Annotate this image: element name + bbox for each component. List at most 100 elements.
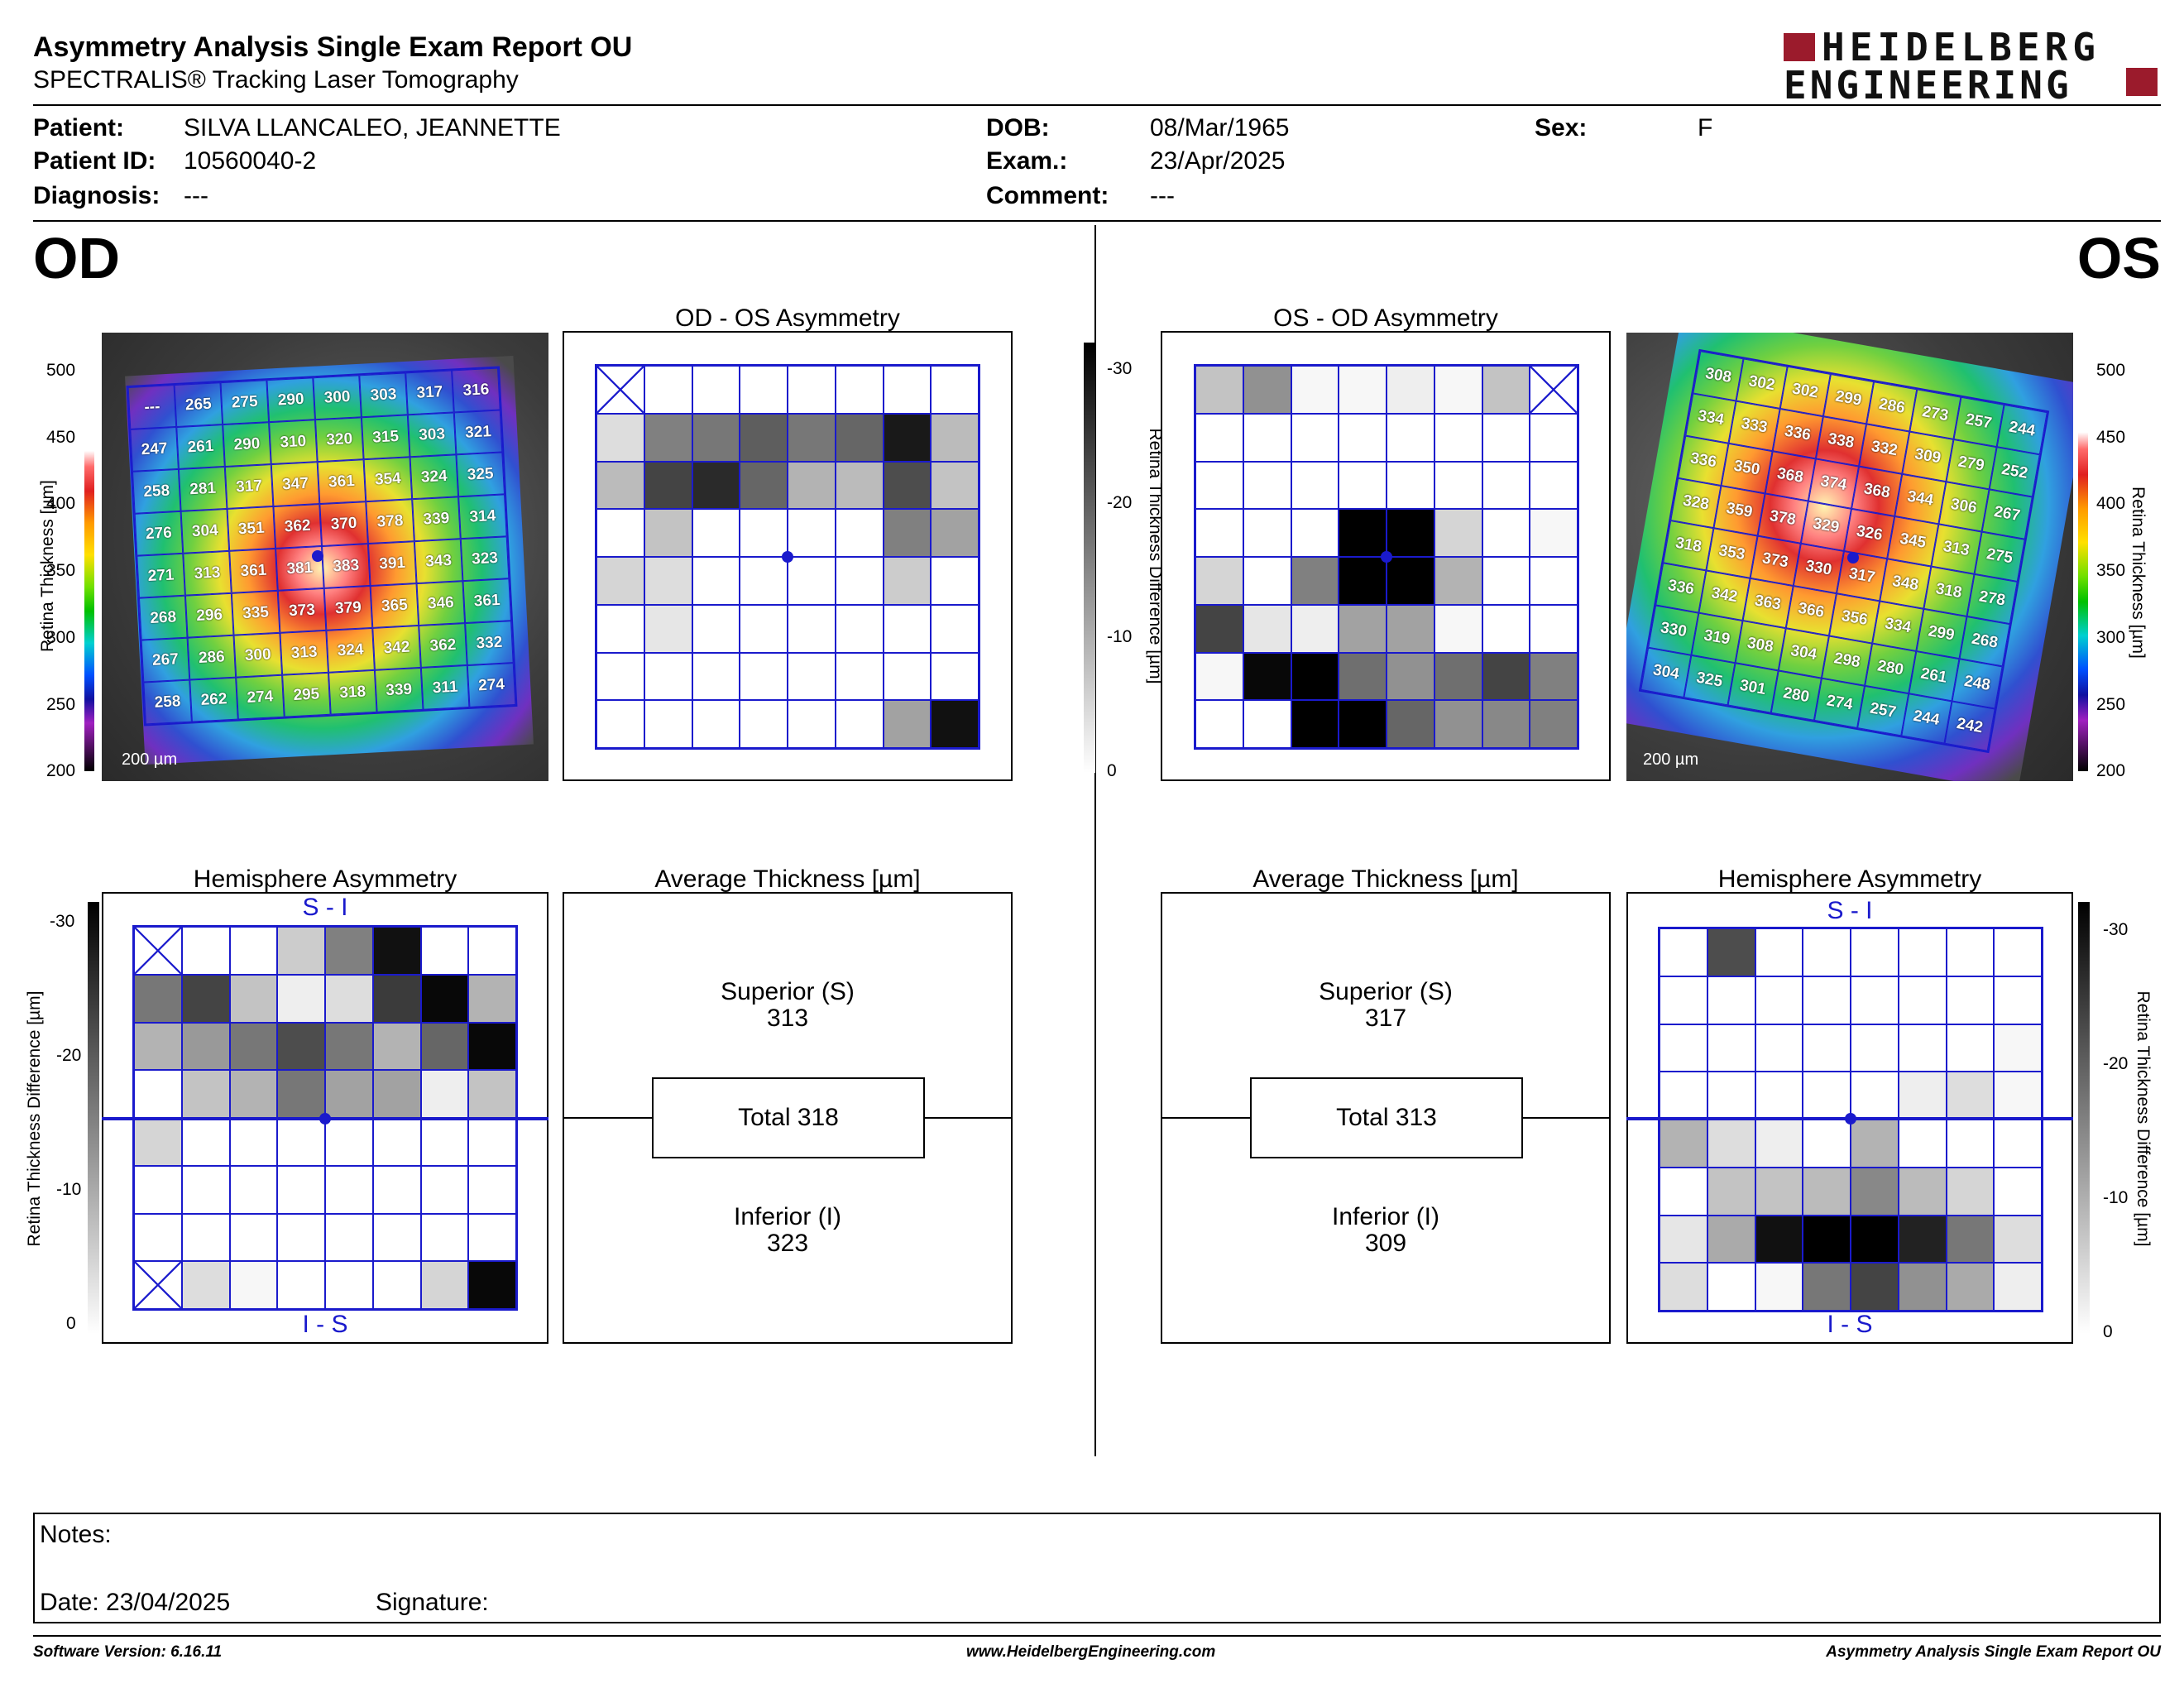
od-thick-tick-4: 300 xyxy=(46,628,76,647)
os-hemi-cell xyxy=(1755,928,1803,976)
os-thickness-cell: 280 xyxy=(1865,643,1916,694)
os-thick-tick-0: 500 xyxy=(2096,361,2126,380)
notes-label: Notes: xyxy=(40,1521,112,1548)
os-inferior-value: 309 xyxy=(1364,1230,1407,1257)
od-asym-cell xyxy=(740,461,788,510)
od-thickness-cell: 378 xyxy=(366,499,414,544)
os-thickness-cell: 299 xyxy=(1915,608,1967,659)
os-asym-cell xyxy=(1339,652,1387,701)
os-asym-cell xyxy=(1482,700,1530,748)
od-thickness-cell: 274 xyxy=(236,674,285,720)
sex-label: Sex: xyxy=(1535,114,1588,141)
od-asym-cell xyxy=(740,557,788,605)
od-asym-cell xyxy=(644,413,692,462)
os-thickness-cell: 333 xyxy=(1728,400,1780,452)
od-asym-cell xyxy=(883,509,932,557)
od-hemi-cell xyxy=(134,1261,182,1309)
os-asym-cell xyxy=(1387,509,1434,557)
os-asym-cell xyxy=(1339,509,1387,557)
od-asym-cell xyxy=(931,413,979,462)
od-asym-cell xyxy=(788,604,836,653)
os-thick-tick-5: 250 xyxy=(2096,695,2126,714)
od-asym-cell xyxy=(596,413,644,462)
od-thickness-cell: 391 xyxy=(367,541,417,586)
os-hemi-cell xyxy=(1851,1263,1899,1311)
os-hemi-cell xyxy=(1803,1167,1851,1216)
od-thickness-cell: 286 xyxy=(187,635,237,680)
os-thickness-cell: 274 xyxy=(1813,678,1866,729)
os-thickness-cell: 313 xyxy=(1930,524,1982,574)
os-asym-cell xyxy=(1291,366,1339,414)
diagnosis-label: Diagnosis: xyxy=(33,182,160,209)
od-total-box: Total 318 xyxy=(652,1077,925,1158)
date-label: Date: 23/04/2025 xyxy=(40,1589,231,1616)
od-asym-cell xyxy=(596,652,644,701)
od-asym-cell xyxy=(740,604,788,653)
os-asym-cell xyxy=(1243,413,1291,462)
footer-divider xyxy=(33,1635,2161,1637)
od-hemi-cell xyxy=(372,1022,421,1071)
od-hemi-cell xyxy=(372,1070,421,1118)
od-asym-cell xyxy=(644,461,692,510)
os-hemi-cell xyxy=(1898,1024,1947,1072)
od-thickness-cell: 247 xyxy=(130,427,179,472)
od-hemi-cell xyxy=(372,1165,421,1214)
patient-id-label: Patient ID: xyxy=(33,147,156,175)
os-thickness-cell: 252 xyxy=(1989,447,2040,497)
od-asym-cell xyxy=(788,509,836,557)
od-scale-bar: 200 µm xyxy=(122,750,178,769)
od-hemi-cell xyxy=(277,1070,325,1118)
od-hemi-cell xyxy=(468,1165,516,1214)
os-asym-cell xyxy=(1530,557,1578,605)
os-asym-cell xyxy=(1530,461,1578,510)
comment-label: Comment: xyxy=(986,182,1109,209)
od-asym-cell xyxy=(835,509,884,557)
os-hemi-cell xyxy=(1803,1120,1851,1168)
od-hemi-top-label: S - I xyxy=(302,894,348,921)
os-asym-cell xyxy=(1530,700,1578,748)
os-thickness-cell: 330 xyxy=(1793,543,1844,594)
od-asym-cell xyxy=(692,557,740,605)
od-hemi-cell xyxy=(468,927,516,975)
footer-website[interactable]: www.HeidelbergEngineering.com xyxy=(966,1643,1216,1661)
od-thick-tick-6: 200 xyxy=(46,761,76,780)
os-asym-cell xyxy=(1195,700,1243,748)
od-thickness-cell: 311 xyxy=(420,664,470,710)
os-hemi-cell xyxy=(1994,928,2042,976)
os-asym-cell xyxy=(1482,509,1530,557)
os-thickness-cell: 353 xyxy=(1706,528,1758,578)
od-hemi-cell xyxy=(468,1261,516,1309)
os-asym-cell xyxy=(1195,366,1243,414)
os-hemi-cell xyxy=(1898,1072,1947,1120)
od-hemi-cell xyxy=(277,1261,325,1309)
os-asym-cell xyxy=(1339,604,1387,653)
os-hemi-cell xyxy=(1851,1215,1899,1264)
od-asym-cell xyxy=(644,700,692,748)
os-thickness-cell: 359 xyxy=(1713,486,1765,536)
od-thickness-cell: 325 xyxy=(456,452,505,497)
os-thickness-cell: 302 xyxy=(1736,358,1788,409)
os-thickness-grid: 308 302 302 299 286 273 257 244 334 333 336 338 332 3… xyxy=(1638,348,2050,754)
notes-box[interactable] xyxy=(33,1513,2161,1623)
os-hemi-cell xyxy=(1707,1072,1755,1120)
os-hemi-cell xyxy=(1851,1120,1899,1168)
os-asym-cell xyxy=(1530,509,1578,557)
od-asym-cell xyxy=(692,652,740,701)
od-asym-cell xyxy=(835,557,884,605)
od-avg-title: Average Thickness [µm] xyxy=(654,866,921,893)
patient-divider xyxy=(33,220,2161,222)
os-asym-cell xyxy=(1434,413,1482,462)
os-asym-cell xyxy=(1434,366,1482,414)
signature-label: Signature: xyxy=(376,1589,489,1616)
od-hemi-cell xyxy=(468,1213,516,1262)
od-asym-cell xyxy=(883,366,932,414)
od-asym-cell xyxy=(883,557,932,605)
os-thick-tick-6: 200 xyxy=(2096,761,2126,780)
os-hemi-cell xyxy=(1755,1167,1803,1216)
od-asym-cell xyxy=(883,604,932,653)
os-hemi-diff-scale: -30 -20 -10 0 Retina Thickness Differenc… xyxy=(2075,902,2166,1341)
os-thickness-cell: 366 xyxy=(1785,585,1837,636)
od-thickness-cell: 290 xyxy=(266,377,315,423)
os-hemi-cell xyxy=(1898,976,1947,1024)
od-hemi-cell xyxy=(325,1070,373,1118)
